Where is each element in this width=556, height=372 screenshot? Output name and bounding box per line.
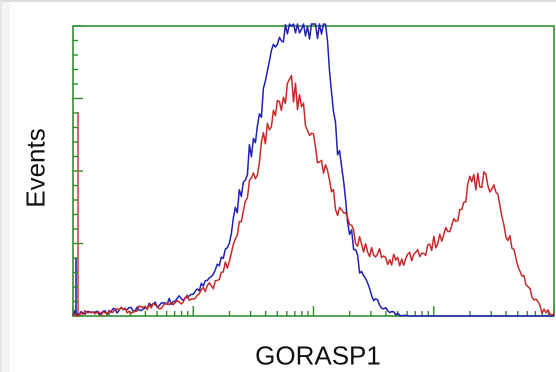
series-layer bbox=[72, 23, 555, 317]
plot-area-frame bbox=[72, 25, 555, 317]
x-axis-label: GORASP1 bbox=[255, 340, 381, 371]
series-line-2 bbox=[72, 74, 555, 317]
left-margin-strip bbox=[0, 0, 10, 372]
y-axis-label: Events bbox=[20, 128, 51, 208]
